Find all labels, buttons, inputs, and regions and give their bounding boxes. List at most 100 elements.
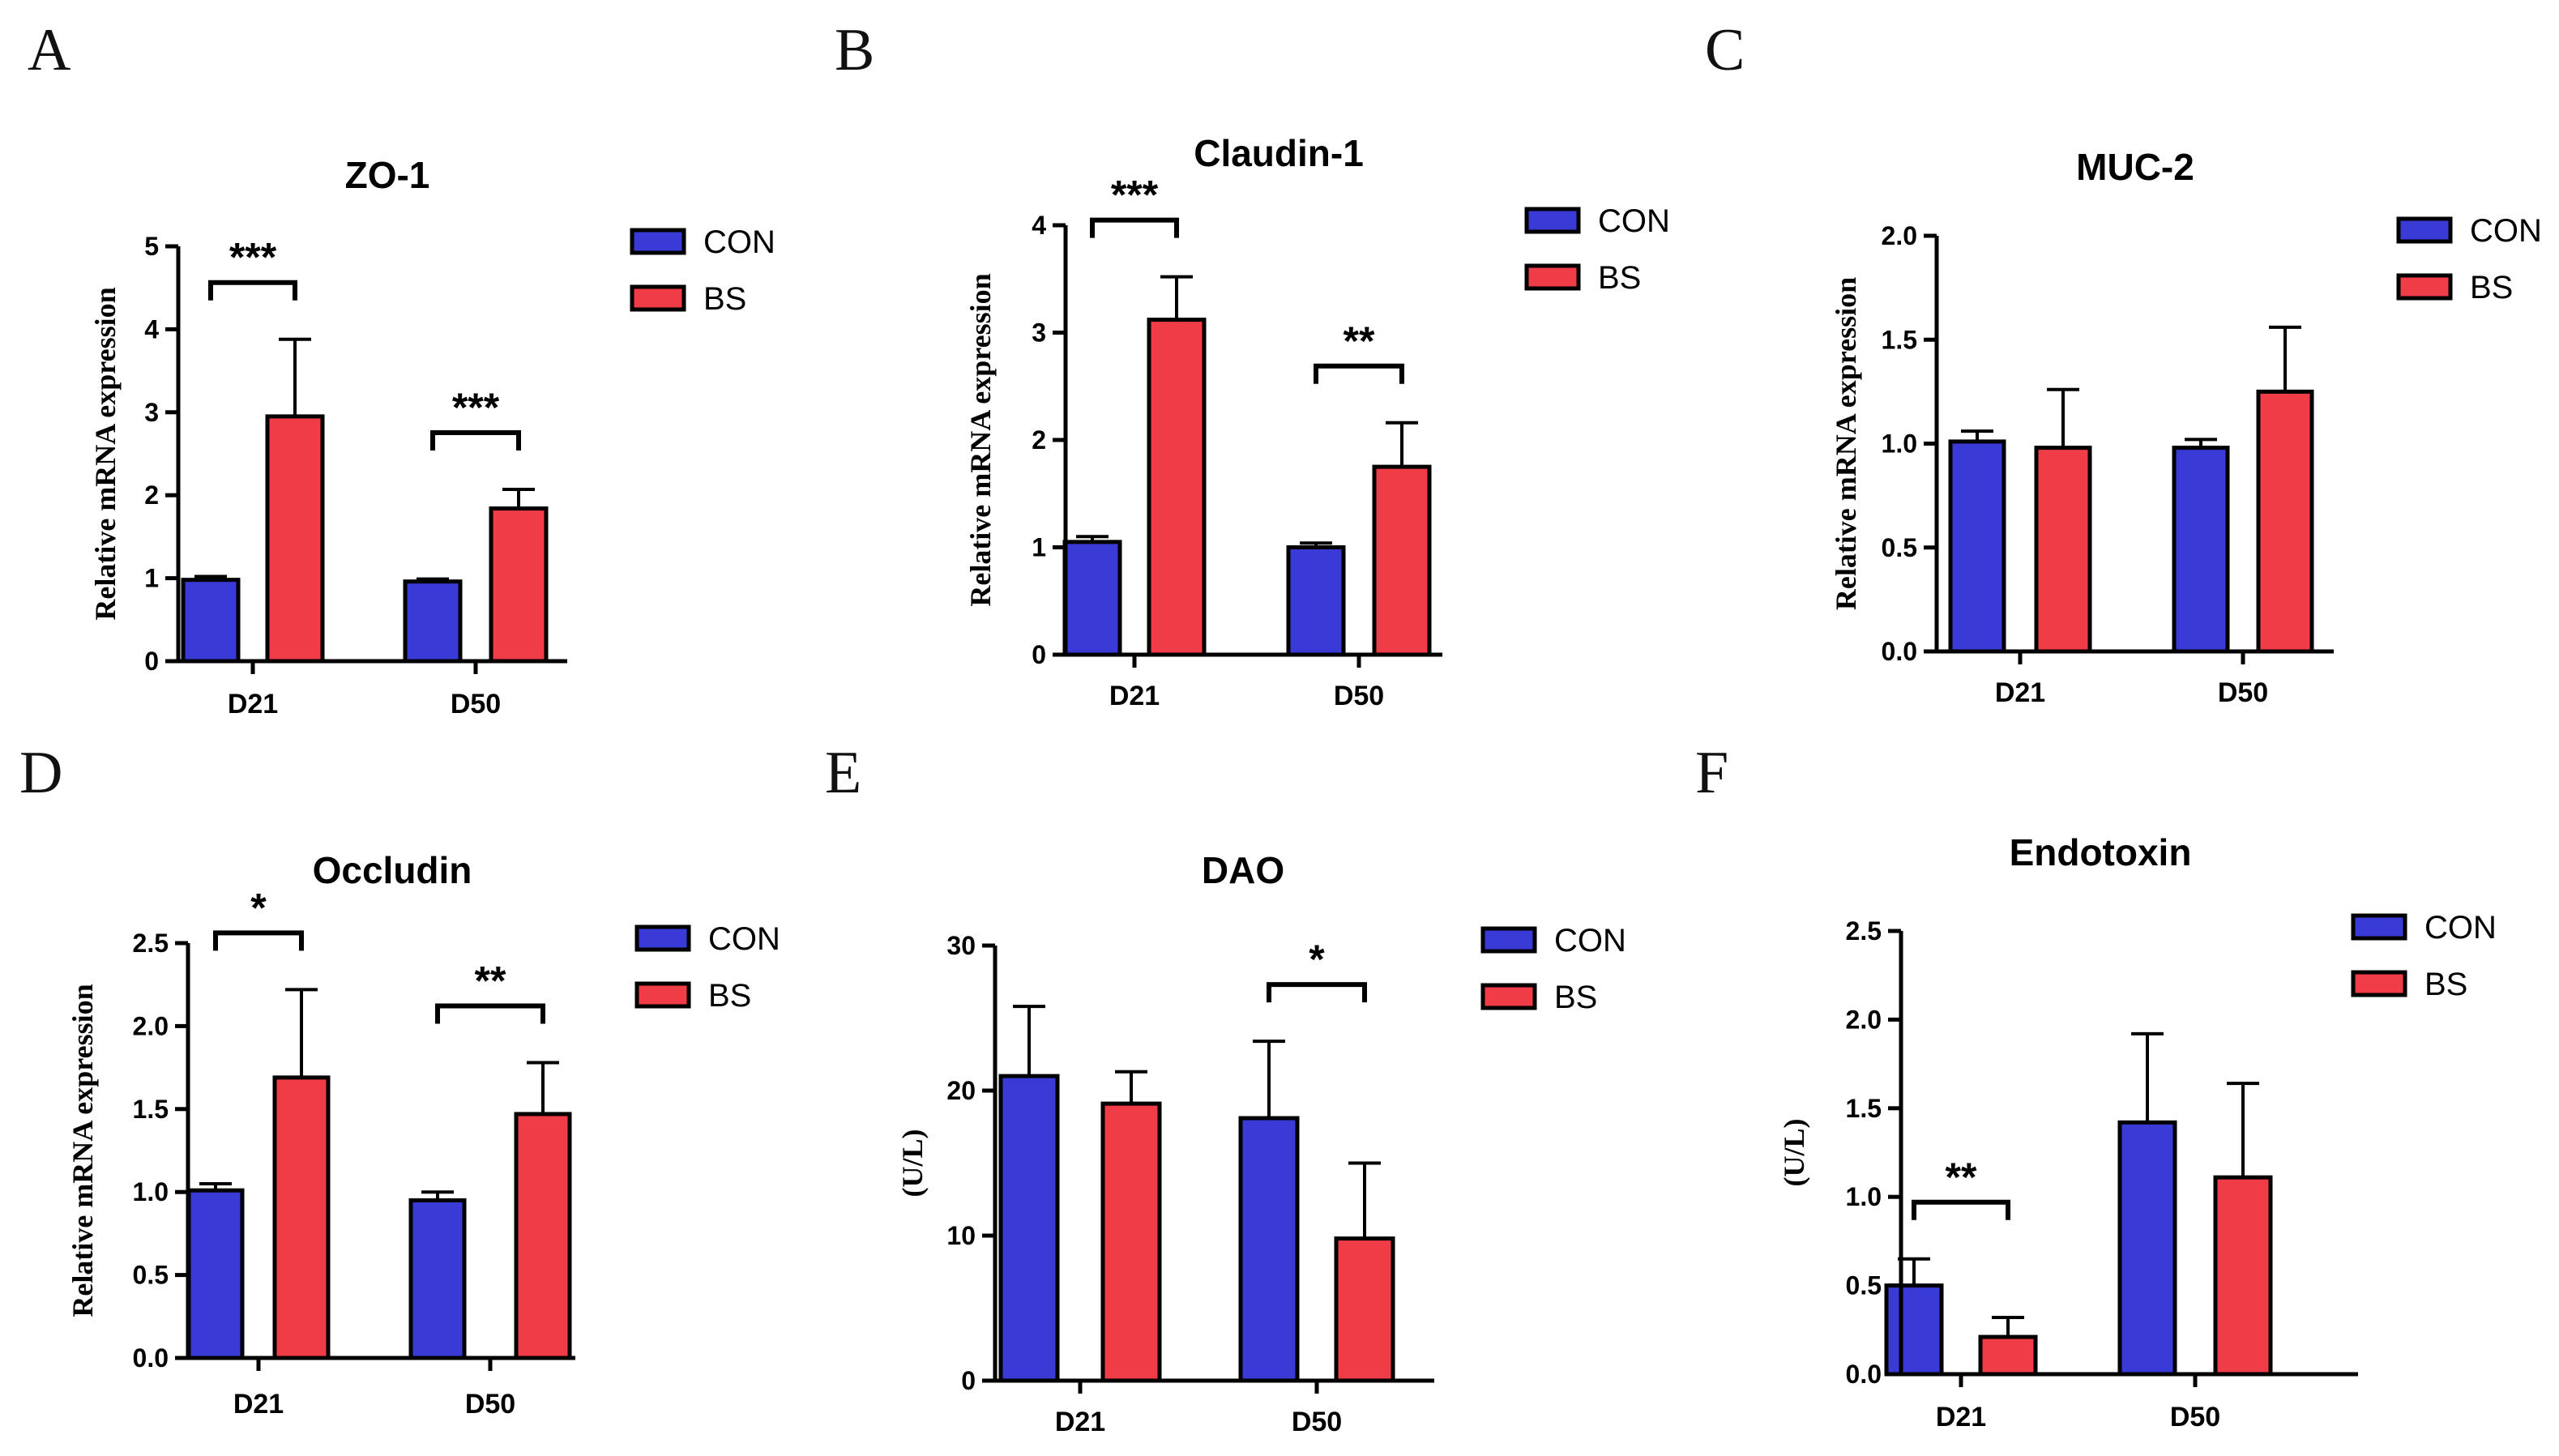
significance-bracket <box>1912 1199 2010 1220</box>
legend-swatch-con <box>634 924 691 952</box>
panel-c: C MUC-2 Relative mRNA expression 0.0 0.5 1.0 1… <box>1705 17 2542 708</box>
significance-bracket <box>435 1003 545 1024</box>
bar-con-d50 <box>2117 1120 2177 1377</box>
legend-label-con: CON <box>708 921 780 957</box>
y-tick-label: 0.0 <box>133 1343 169 1373</box>
x-tick-label: D21 <box>1055 1407 1105 1437</box>
bar-con-d50 <box>403 579 463 664</box>
panel-a: A ZO-1 Relative mRNA expression 0 1 2 3 4 5 D21 D5… <box>28 17 775 719</box>
bar-con-d21 <box>1062 540 1122 657</box>
bar-con-d21 <box>998 1074 1060 1383</box>
y-tick-label: 0.0 <box>1882 637 1917 666</box>
y-tick-label: 3 <box>144 398 159 427</box>
y-tick-label: 1 <box>1032 533 1046 562</box>
bar-bs-d21 <box>1978 1334 2038 1377</box>
bar-bs-d21 <box>2034 446 2092 654</box>
legend-swatch-bs <box>1524 263 1581 291</box>
panel-b: B Claudin-1 Relative mRNA expression 0 1 2 3 4 D… <box>835 17 1670 711</box>
chart-title: DAO <box>1202 849 1284 891</box>
y-tick-label: 0 <box>961 1366 976 1395</box>
y-axis-label: Relative mRNA expression <box>964 273 997 606</box>
y-tick-label: 1.5 <box>133 1095 169 1124</box>
chart-title: Claudin-1 <box>1194 132 1364 174</box>
legend-swatch-con <box>2351 913 2407 941</box>
bar-bs-d21 <box>1100 1101 1162 1383</box>
y-tick-label: 0.5 <box>1846 1271 1882 1300</box>
bar-con-d50 <box>2172 446 2230 654</box>
significance-bracket <box>430 430 521 451</box>
bar-con-d21 <box>1948 439 2006 654</box>
x-tick-label: D21 <box>1936 1402 1986 1433</box>
legend-label-con: CON <box>2470 213 2542 249</box>
chart-title: MUC-2 <box>2076 146 2194 188</box>
y-tick-label: 30 <box>946 931 976 960</box>
y-tick-label: 1.0 <box>1846 1182 1882 1211</box>
x-tick-label: D21 <box>1109 681 1160 711</box>
y-tick-label: 2 <box>144 480 159 510</box>
significance-label: ** <box>1344 318 1375 364</box>
significance-label: *** <box>229 235 277 280</box>
y-tick-label: 0.5 <box>1882 533 1917 562</box>
bar-con-d50 <box>1238 1116 1300 1383</box>
y-axis-label: (U/L) <box>1778 1119 1810 1187</box>
panel-letter: E <box>825 740 861 806</box>
bar-bs-d21 <box>272 1075 331 1360</box>
bar-con-d21 <box>186 1188 245 1360</box>
x-tick-label: D50 <box>465 1389 515 1420</box>
x-tick-label: D50 <box>1334 681 1384 711</box>
legend-label-con: CON <box>1598 203 1670 239</box>
chart-title: Endotoxin <box>2010 831 2192 873</box>
significance-bracket <box>213 930 304 951</box>
legend-label-bs: BS <box>1554 980 1597 1015</box>
bar-bs-d21 <box>1147 318 1207 657</box>
legend-swatch-con <box>1480 926 1537 954</box>
legend-swatch-con <box>1524 207 1581 234</box>
panel-letter: F <box>1695 740 1728 806</box>
significance-bracket <box>208 280 297 301</box>
significance-label: ** <box>475 958 506 1003</box>
y-tick-label: 1 <box>144 564 159 593</box>
bar-con-d21 <box>181 578 241 664</box>
y-tick-label: 0.5 <box>133 1261 169 1290</box>
significance-bracket <box>1267 982 1367 1003</box>
y-axis-label: (U/L) <box>896 1129 929 1198</box>
bar-con-d50 <box>408 1198 467 1360</box>
significance-label: ** <box>1946 1155 1977 1200</box>
y-tick-label: 2 <box>1032 425 1046 455</box>
y-tick-label: 5 <box>144 232 159 261</box>
legend-swatch-bs <box>2351 970 2407 997</box>
bar-bs-d50 <box>2213 1175 2273 1377</box>
y-tick-label: 0 <box>1032 640 1046 669</box>
significance-label: *** <box>452 385 500 430</box>
panel-letter: C <box>1705 17 1745 83</box>
legend-swatch-con <box>630 228 686 255</box>
bar-con-d50 <box>1286 545 1346 657</box>
x-tick-label: D21 <box>233 1389 284 1420</box>
bar-bs-d21 <box>265 414 325 664</box>
legend-swatch-bs <box>1480 983 1537 1010</box>
legend-label-bs: BS <box>708 978 751 1014</box>
chart-title: ZO-1 <box>345 154 430 196</box>
bar-bs-d50 <box>489 506 549 664</box>
y-tick-label: 2.5 <box>133 929 169 958</box>
legend-label-bs: BS <box>1598 260 1641 296</box>
y-tick-label: 1.0 <box>133 1177 169 1206</box>
legend-label-con: CON <box>1554 923 1626 959</box>
y-tick-label: 20 <box>946 1076 976 1105</box>
chart-title: Occludin <box>313 849 472 891</box>
panel-d: D Occludin Relative mRNA expression 0.0 0.5 1… <box>19 740 780 1420</box>
legend-label-bs: BS <box>703 281 746 317</box>
y-tick-label: 2.0 <box>133 1011 169 1040</box>
x-tick-label: D50 <box>2218 677 2268 708</box>
bar-bs-d50 <box>2256 389 2314 654</box>
y-axis-label: Relative mRNA expression <box>89 287 122 620</box>
bar-bs-d50 <box>1334 1236 1395 1383</box>
y-tick-label: 4 <box>144 314 159 344</box>
significance-bracket <box>1314 363 1404 384</box>
x-tick-label: D50 <box>2170 1402 2220 1433</box>
legend-label-con: CON <box>2424 910 2497 946</box>
bar-con-d21 <box>1884 1283 1944 1377</box>
legend-swatch-bs <box>634 981 691 1009</box>
bar-bs-d50 <box>514 1112 572 1360</box>
legend-label-bs: BS <box>2424 967 2467 1002</box>
